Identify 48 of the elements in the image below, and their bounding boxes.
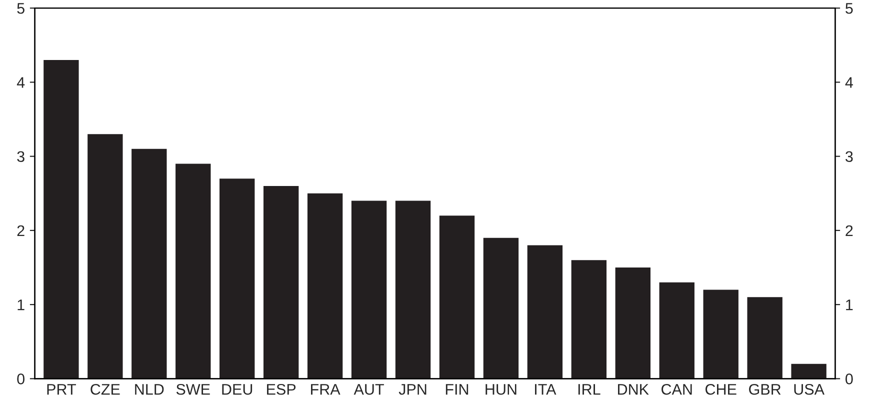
bar [483,238,519,379]
x-tick-label: AUT [354,384,384,395]
bar [747,297,782,379]
x-tick-label: SWE [176,384,210,395]
x-tick-label: ITA [535,384,556,395]
bar [132,148,167,379]
bar [263,186,299,379]
bar [703,290,738,379]
x-tick-label: NLD [135,384,164,395]
bar [659,282,694,379]
bar [791,364,826,379]
bar [527,245,563,379]
x-tick-label: DEU [222,384,252,395]
x-tick-label: ESP [267,384,296,395]
bar [439,216,475,379]
bar [176,164,211,379]
x-tick-label: JPN [398,384,426,395]
y2-tick-label: 4 [845,77,853,88]
x-tick-label: CHE [706,384,736,395]
x-tick-label: PRT [47,384,76,395]
bar [220,178,255,379]
bar [615,268,650,379]
bar [307,193,343,379]
y2-tick-label: 3 [846,151,853,162]
y2-tick-label: 0 [846,374,853,384]
y-tick-label: 4 [16,77,25,88]
y2-tick-label: 1 [846,300,853,310]
y-tick-label: 3 [17,151,24,162]
x-tick-label: USA [794,384,824,395]
x-tick-label: DNK [618,384,649,395]
x-tick-label: HUN [486,384,516,395]
x-tick-label: FRA [311,384,340,395]
x-tick-label: CZE [90,384,120,395]
bar [88,134,123,379]
bar [571,260,607,379]
x-tick-label: FIN [446,384,468,395]
bar [351,200,387,379]
x-tick-label: IRL [578,384,600,395]
y-tick-label: 0 [17,374,24,384]
y2-tick-label: 2 [846,225,853,236]
y2-tick-label: 5 [846,3,853,14]
x-tick-label: CAN [662,384,692,395]
y-tick-label: 1 [18,300,24,310]
y-tick-label: 5 [17,3,24,14]
x-tick-label: GBR [749,384,781,395]
bar [44,60,79,379]
bar [395,200,431,379]
y-tick-label: 2 [17,225,24,236]
